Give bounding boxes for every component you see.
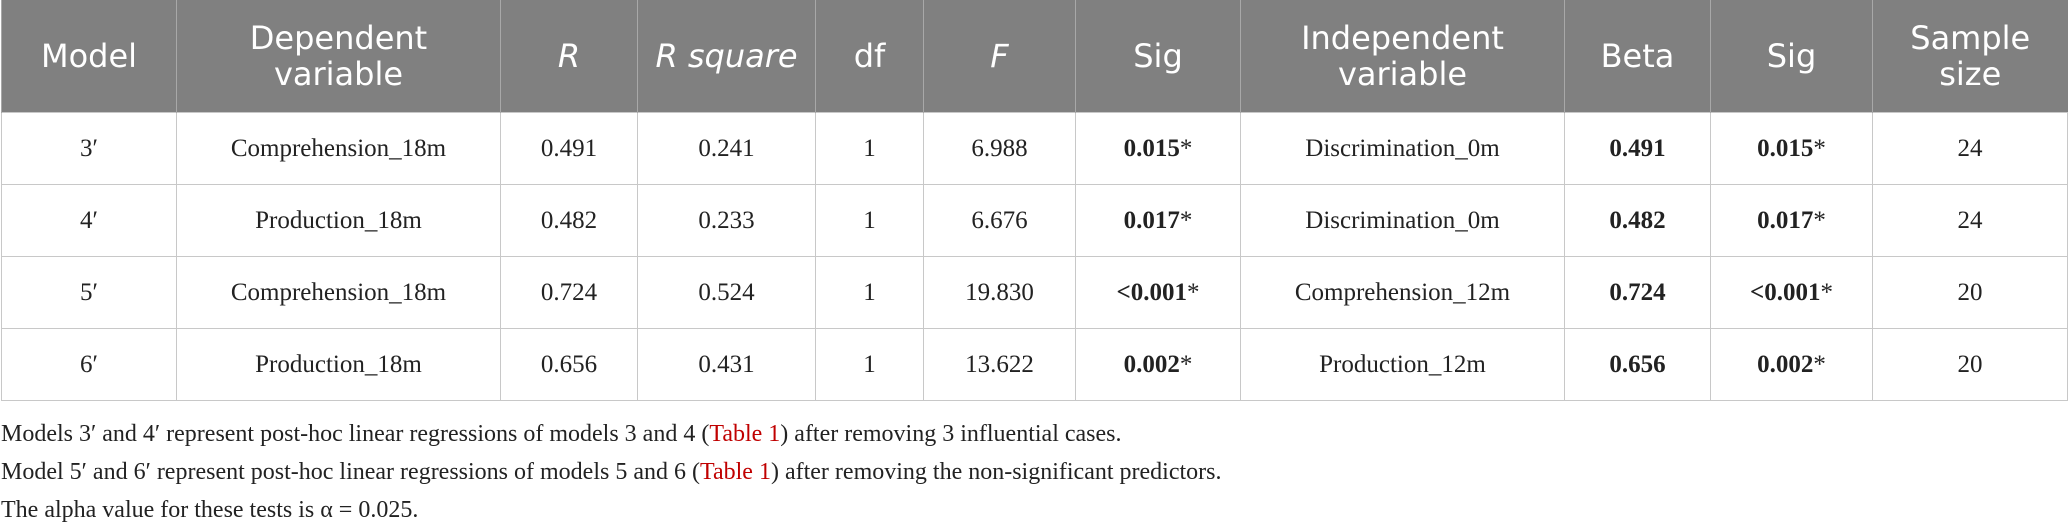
table-cell: 0.724: [500, 256, 638, 329]
column-header: Beta: [1564, 0, 1711, 113]
table-cell: 20: [1872, 256, 2068, 329]
table-cell: <0.001*: [1710, 256, 1873, 329]
footnote-text: Model 5′ and 6′ represent post-hoc linea…: [1, 459, 700, 485]
column-header: R: [500, 0, 638, 113]
table-cell: 0.017*: [1710, 184, 1873, 257]
footnote: The alpha value for these tests is α = 0…: [0, 491, 2068, 529]
regression-table: Model Dependent variable R R square df F Sig In…: [1, 0, 2068, 401]
table-cell: 6.676: [923, 184, 1076, 257]
table-cell: Discrimination_0m: [1240, 112, 1565, 185]
table-cell: 20: [1872, 328, 2068, 401]
table-cell: 24: [1872, 112, 2068, 185]
table-row: 4′ Production_18m 0.482 0.233 1 6.676 0.017* Di…: [1, 184, 2068, 257]
table-cell: 0.491: [500, 112, 638, 185]
table-cell: 0.241: [637, 112, 816, 185]
footnote-text: ) after removing the non-significant pre…: [770, 459, 1222, 485]
footnote-text: The alpha value for these tests is α = 0…: [1, 497, 419, 523]
table-body: 3′ Comprehension_18m 0.491 0.241 1 6.988 0.015…: [1, 112, 2068, 401]
table-cell: Comprehension_18m: [176, 112, 501, 185]
table-cell: 0.482: [500, 184, 638, 257]
column-header: Independent variable: [1240, 0, 1565, 113]
table-cell: Production_18m: [176, 328, 501, 401]
table-cell: 19.830: [923, 256, 1076, 329]
table-cell: 1: [815, 328, 924, 401]
table-cell: 0.015*: [1075, 112, 1241, 185]
table-cell: Discrimination_0m: [1240, 184, 1565, 257]
footnote-text: ) after removing 3 influential cases.: [780, 421, 1122, 447]
table-cell: 0.656: [500, 328, 638, 401]
table-cell: Production_18m: [176, 184, 501, 257]
footnote-text: Models 3′ and 4′ represent post-hoc line…: [1, 421, 710, 447]
table-cell: 0.482: [1564, 184, 1711, 257]
table-cell: 0.724: [1564, 256, 1711, 329]
table-cell: 13.622: [923, 328, 1076, 401]
footnote: Models 3′ and 4′ represent post-hoc line…: [0, 415, 2068, 453]
table-cell: 0.015*: [1710, 112, 1873, 185]
table-cell: 0.656: [1564, 328, 1711, 401]
table-cell: Comprehension_12m: [1240, 256, 1565, 329]
table-link[interactable]: Table 1: [709, 421, 781, 447]
table-cell: 1: [815, 112, 924, 185]
table-cell: Production_12m: [1240, 328, 1565, 401]
table-link[interactable]: Table 1: [700, 459, 771, 485]
column-header: Model: [1, 0, 177, 113]
column-header: Sig: [1075, 0, 1241, 113]
footnotes: Models 3′ and 4′ represent post-hoc line…: [0, 415, 2068, 529]
table-row: 5′ Comprehension_18m 0.724 0.524 1 19.830 <0.0…: [1, 256, 2068, 329]
table-cell: 0.524: [637, 256, 816, 329]
column-header: df: [815, 0, 924, 113]
column-header: R square: [637, 0, 816, 113]
footnote: Model 5′ and 6′ represent post-hoc linea…: [0, 453, 2068, 491]
table-cell: 0.431: [637, 328, 816, 401]
table-cell: 1: [815, 184, 924, 257]
table-cell: 0.002*: [1710, 328, 1873, 401]
table-cell: <0.001*: [1075, 256, 1241, 329]
table-cell: 6.988: [923, 112, 1076, 185]
column-header: Sample size: [1872, 0, 2068, 113]
table-row: 3′ Comprehension_18m 0.491 0.241 1 6.988 0.015…: [1, 112, 2068, 185]
table-cell: 0.017*: [1075, 184, 1241, 257]
table-cell: 0.233: [637, 184, 816, 257]
column-header: F: [923, 0, 1076, 113]
table-cell: 24: [1872, 184, 2068, 257]
header-row: Model Dependent variable R R square df F Sig In…: [1, 0, 2068, 113]
table-cell: 1: [815, 256, 924, 329]
table-row: 6′ Production_18m 0.656 0.431 1 13.622 0.002* P…: [1, 328, 2068, 401]
table-cell: 0.491: [1564, 112, 1711, 185]
table-cell: 6′: [1, 328, 177, 401]
table-cell: 0.002*: [1075, 328, 1241, 401]
column-header: Dependent variable: [176, 0, 501, 113]
table-cell: 3′: [1, 112, 177, 185]
column-header: Sig: [1710, 0, 1873, 113]
table-cell: 5′: [1, 256, 177, 329]
table-cell: 4′: [1, 184, 177, 257]
table-cell: Comprehension_18m: [176, 256, 501, 329]
